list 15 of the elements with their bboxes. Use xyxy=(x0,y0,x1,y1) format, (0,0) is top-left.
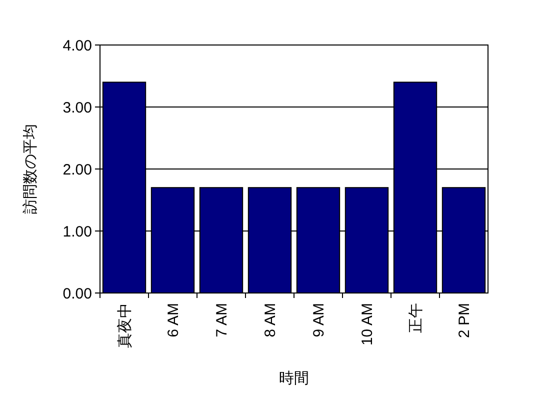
x-tick-label: 9 AM xyxy=(310,303,328,338)
x-tick-label: 7 AM xyxy=(214,303,230,338)
y-tick-label: 4.00 xyxy=(62,37,92,54)
x-tick-label: 6 AM xyxy=(165,303,182,338)
x-tick-label: 真夜中 xyxy=(116,303,134,348)
x-tick-label: 正午 xyxy=(408,303,424,333)
y-tick-label: 3.00 xyxy=(62,99,92,116)
y-axis-title: 訪問数の平均 xyxy=(22,124,39,214)
y-tick-label: 1.00 xyxy=(62,223,92,240)
y-tick-label: 2.00 xyxy=(62,161,92,178)
x-tick-label: 10 AM xyxy=(359,303,376,346)
y-tick-label: 0.00 xyxy=(62,285,92,302)
x-axis-title: 時間 xyxy=(279,370,309,387)
x-tick-label: 2 PM xyxy=(456,303,473,338)
x-tick-label: 8 AM xyxy=(262,303,279,338)
